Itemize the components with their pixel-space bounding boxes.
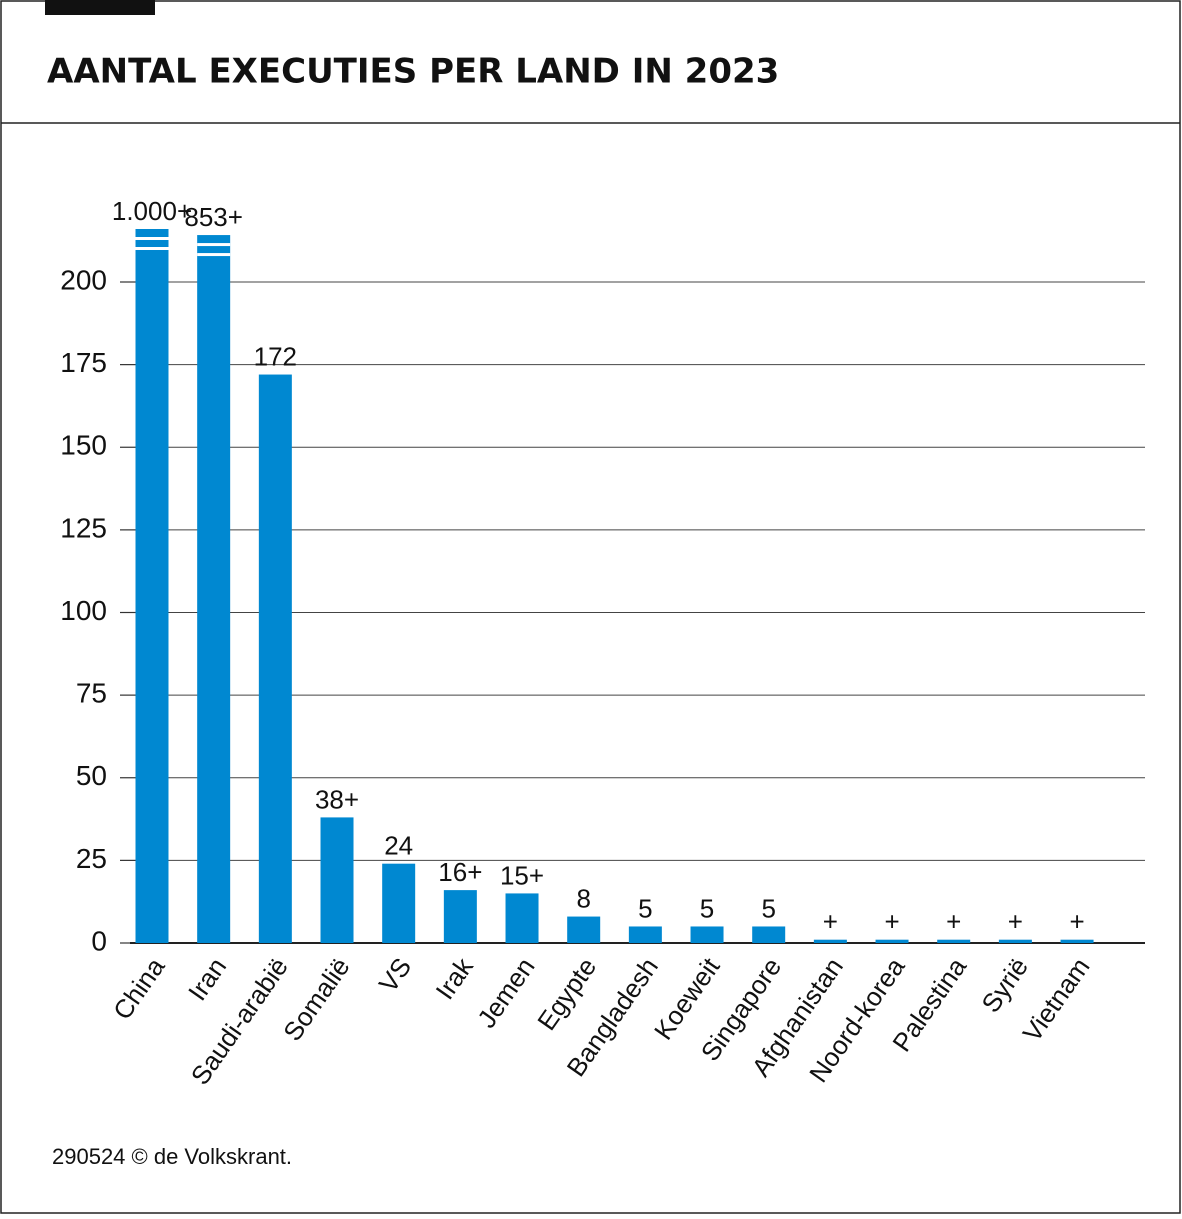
y-tick-label: 100 [60,595,107,626]
value-label: + [1008,907,1023,937]
break-mark [197,253,231,257]
header-bar [45,0,155,15]
value-label: + [884,907,899,937]
value-label: 38+ [315,784,359,814]
break-mark [135,237,169,240]
y-tick-label: 175 [60,347,107,378]
bar [690,926,724,943]
bar [752,926,786,943]
y-tick-label: 125 [60,512,107,543]
value-label: + [1069,907,1084,937]
bar [505,893,539,943]
break-mark [135,247,169,250]
bar [813,939,847,943]
value-label: + [823,907,838,937]
bar [998,939,1032,943]
value-label: 1.000+ [112,196,192,226]
bar [135,229,169,943]
bar [628,926,662,943]
source: 290524 © de Volkskrant. [52,1144,292,1169]
bar [875,939,909,943]
bar [1060,939,1094,943]
y-tick-label: 50 [76,760,107,791]
value-label: 853+ [184,202,243,232]
y-tick-label: 0 [91,925,107,956]
chart-title: AANTAL EXECUTIES PER LAND IN 2023 [47,52,779,92]
y-tick-label: 200 [60,264,107,295]
bar [320,817,354,943]
bar [258,374,292,943]
bar [197,235,231,944]
value-label: 5 [700,893,714,923]
value-label: 15+ [500,860,544,890]
y-tick-label: 75 [76,678,107,709]
bar [567,916,601,943]
value-label: 24 [384,831,413,861]
y-tick-label: 150 [60,430,107,461]
y-tick-label: 25 [76,843,107,874]
value-label: + [946,907,961,937]
value-label: 5 [761,893,775,923]
value-label: 5 [638,893,652,923]
bar [937,939,971,943]
break-mark [197,243,231,247]
value-label: 8 [576,883,590,913]
bar [382,863,416,943]
value-label: 172 [254,341,297,371]
value-label: 16+ [438,857,482,887]
bar [443,890,477,943]
